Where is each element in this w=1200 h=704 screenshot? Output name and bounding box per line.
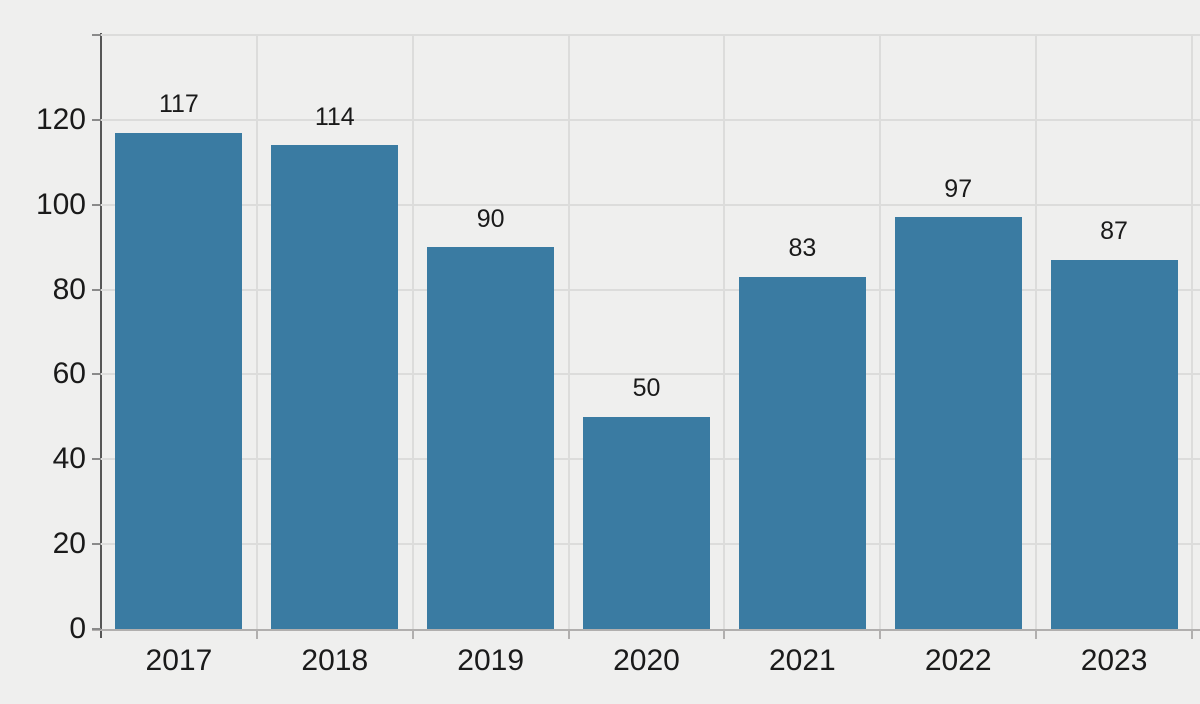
bar-2017 [115,132,243,629]
x-axis-tick [1191,631,1193,639]
y-axis-tick [92,628,101,630]
gridline-y-60 [101,373,1200,376]
x-tick-label-2017: 2017 [145,644,213,677]
gridline-y-80 [101,288,1200,291]
bar-value-label-2018: 114 [314,102,355,131]
bar-2023 [1050,259,1178,629]
y-tick-label-20: 20 [52,527,86,561]
y-axis-tick-top [92,34,101,36]
gridline-y-100 [101,203,1200,206]
bar-2022 [894,217,1022,629]
bar-value-label-2017: 117 [158,90,199,119]
x-tick-label-2018: 2018 [301,644,369,677]
y-tick-label-0: 0 [69,612,86,645]
gridline-x-boundary [1035,35,1038,629]
gridline-x-boundary [411,35,414,629]
gridline-y-140 [101,34,1200,36]
bar-2018 [271,145,399,629]
bar-2020 [583,416,710,629]
gridline-x-boundary [1191,35,1193,629]
y-axis-line [100,33,102,638]
x-tick-label-2020: 2020 [613,644,680,677]
x-axis-tick [879,631,882,639]
y-axis-tick [92,543,101,546]
gridline-x-boundary [567,35,570,629]
x-tick-label-2019: 2019 [457,644,525,677]
y-tick-label-40: 40 [52,442,86,476]
gridline-y-120 [101,118,1200,121]
x-tick-label-2022: 2022 [924,644,992,677]
x-tick-label-2023: 2023 [1080,644,1148,677]
gridline-x-boundary [879,35,882,629]
y-axis-tick [92,373,101,376]
y-axis-tick [92,458,101,461]
bar-2021 [738,276,866,629]
bar-value-label-2023: 87 [1100,217,1128,246]
y-axis-tick [92,118,101,121]
gridline-x-boundary [255,35,258,629]
x-tick-label-2021: 2021 [768,644,836,677]
x-axis-tick [255,631,258,639]
x-axis-tick [411,631,414,639]
x-axis-tick [723,631,726,639]
bar-value-label-2021: 83 [788,234,817,263]
y-axis-tick [92,288,101,291]
y-tick-label-100: 100 [35,187,86,221]
y-tick-label-60: 60 [52,357,86,391]
gridline-x-boundary [723,35,726,629]
x-axis-tick [1035,631,1038,639]
x-axis-line [92,629,1200,631]
x-axis-tick [567,631,570,639]
bar-value-label-2022: 97 [944,174,973,203]
bar-2019 [427,247,555,629]
plot-area: 117 114 90 50 83 97 87 [101,34,1200,629]
y-tick-label-80: 80 [52,272,86,306]
y-axis-tick [92,203,101,206]
y-tick-label-120: 120 [35,102,86,136]
bar-value-label-2019: 90 [476,204,505,233]
bar-value-label-2020: 50 [632,374,661,403]
